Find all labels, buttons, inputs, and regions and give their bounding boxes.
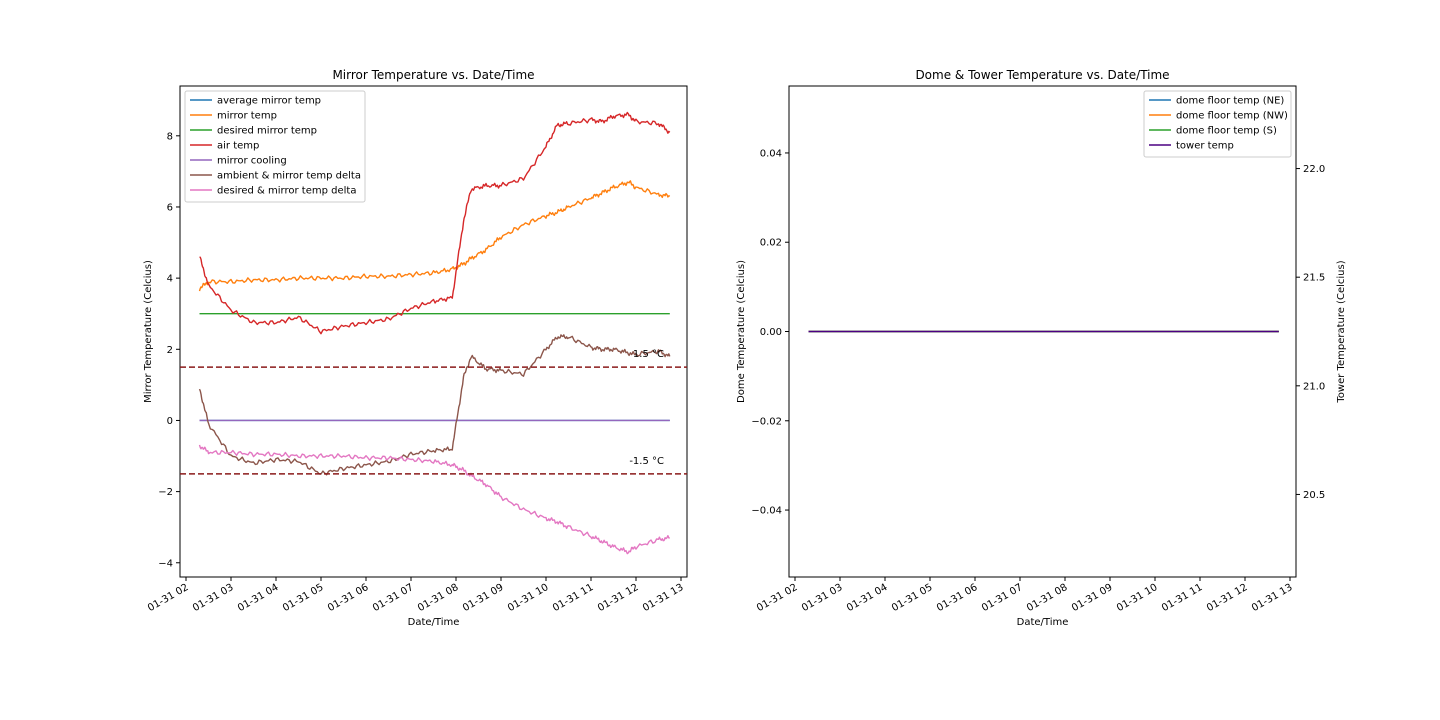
legend: dome floor temp (NE) dome floor temp (NW)… [1143, 90, 1292, 158]
y-tick-label: 6 [167, 202, 173, 213]
y2-tick-label: 22.0 [1303, 164, 1325, 175]
legend-entry: dome floor temp (NW) [1176, 111, 1288, 122]
chart-title: Mirror Temperature vs. Date/Time [332, 68, 534, 82]
y-tick-label: 8 [167, 131, 173, 142]
y-tick-label: 0 [167, 416, 173, 427]
y-axis-label: Dome Temperature (Celcius) [736, 260, 747, 403]
y2-axis: 20.5 21.0 21.5 22.0 [1296, 164, 1325, 501]
y-tick-label: 4 [167, 274, 173, 285]
x-axis-label: Date/Time [408, 617, 460, 628]
y2-tick-label: 21.5 [1303, 273, 1325, 284]
y-tick-label: 0.04 [760, 148, 782, 159]
threshold-label: -1.5 °C [629, 456, 664, 467]
y-tick-label: −0.04 [751, 506, 782, 517]
series-line-air-temp [199, 111, 671, 335]
y2-tick-label: 20.5 [1303, 490, 1325, 501]
legend-box [1143, 90, 1292, 158]
y-axis: −4 −2 0 2 4 6 8 [158, 131, 180, 569]
series-line-desired-mirror-temp-delta [198, 444, 670, 555]
legend-box [184, 90, 366, 203]
legend-entry: tower temp [1176, 141, 1234, 152]
y-axis-label: Mirror Temperature (Celcius) [143, 260, 154, 403]
y-tick-label: 0.00 [760, 327, 782, 338]
y-tick-label: 2 [167, 345, 173, 356]
y2-tick-label: 21.0 [1303, 381, 1325, 392]
y-tick-label: −2 [158, 487, 173, 498]
threshold-label: 1.5 °C [633, 349, 664, 360]
legend-entry: ambient & mirror temp delta [217, 171, 361, 182]
legend-entry: desired & mirror temp delta [217, 186, 356, 197]
y-tick-label: −4 [158, 558, 173, 569]
chart-title: Dome & Tower Temperature vs. Date/Time [915, 68, 1169, 82]
legend-entry: air temp [217, 141, 259, 152]
y-axis: −0.04 −0.02 0.00 0.02 0.04 [751, 148, 789, 517]
y-tick-label: 0.02 [760, 238, 782, 249]
legend-entry: dome floor temp (NE) [1176, 96, 1284, 107]
y2-axis-label: Tower Temperature (Celcius) [1336, 260, 1347, 403]
plot-frame [179, 85, 688, 578]
legend: average mirror temp mirror temp desired mi… [184, 90, 366, 203]
legend-entry: dome floor temp (S) [1176, 126, 1277, 137]
y-tick-label: −0.02 [751, 416, 782, 427]
series-line-mirror-temp [198, 180, 671, 292]
legend-entry: mirror temp [217, 111, 277, 122]
legend-entry: desired mirror temp [217, 126, 317, 137]
x-axis-label: Date/Time [1017, 617, 1069, 628]
legend-entry: average mirror temp [217, 96, 321, 107]
series-line-ambient-mirror-temp-delta [198, 334, 671, 476]
plot-area: 1.5 °C -1.5 °C [180, 111, 687, 555]
legend-entry: mirror cooling [217, 156, 287, 167]
